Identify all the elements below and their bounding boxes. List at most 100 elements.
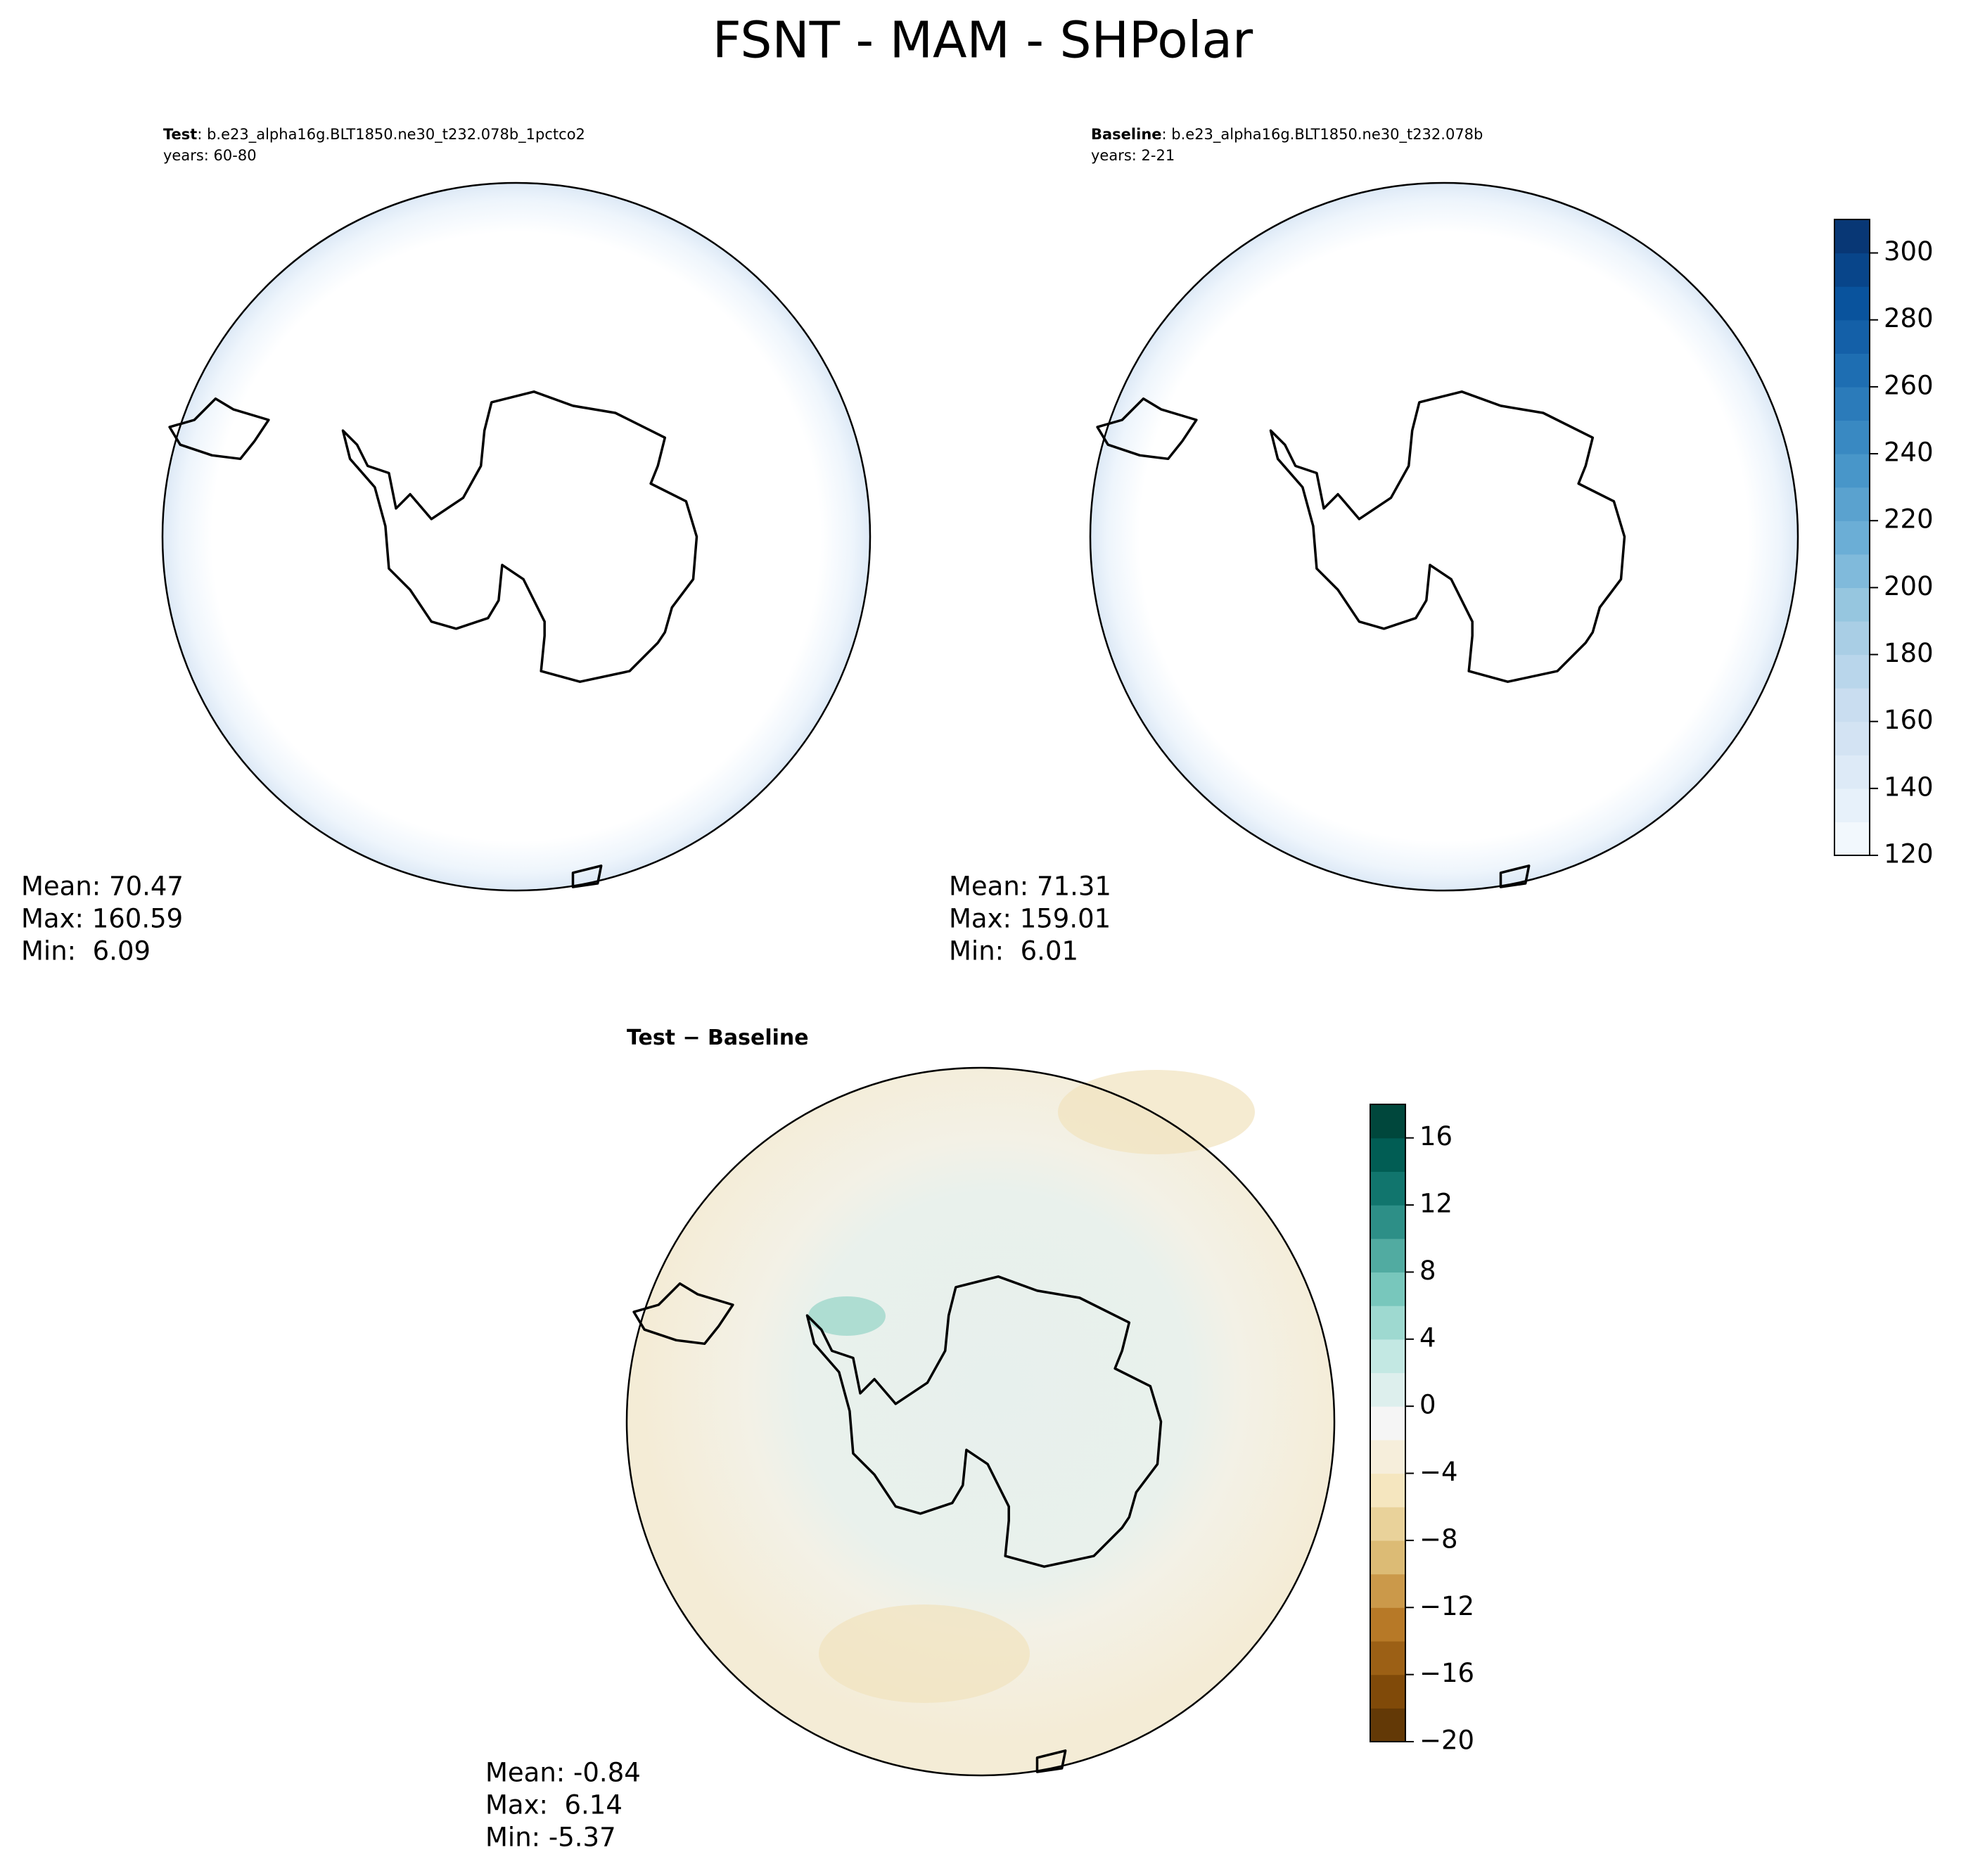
map-field bbox=[1090, 183, 1798, 891]
panel-stat: Max: 159.01 bbox=[949, 904, 1111, 934]
colorbar-band bbox=[1834, 620, 1870, 656]
colorbar-band bbox=[1834, 487, 1870, 521]
colorbar-band bbox=[1370, 1137, 1405, 1172]
panel-title-name: Test bbox=[163, 126, 197, 143]
colorbar-band bbox=[1834, 822, 1870, 856]
anomaly-blob bbox=[1058, 1070, 1255, 1154]
colorbar-band bbox=[1834, 386, 1870, 421]
colorbar-frame bbox=[1834, 219, 1870, 856]
colorbar-band bbox=[1370, 1272, 1405, 1306]
colorbar-tick-label: 180 bbox=[1884, 638, 1934, 668]
panel-title-case: : b.e23_alpha16g.BLT1850.ne30_t232.078b_… bbox=[197, 126, 585, 143]
panel-stat: Mean: 71.31 bbox=[949, 872, 1111, 902]
colorbar-band bbox=[1834, 654, 1870, 689]
colorbar-tick-label: −12 bbox=[1419, 1591, 1474, 1621]
coastline bbox=[571, 864, 603, 888]
colorbar-band bbox=[1834, 454, 1870, 488]
colorbar-tick-label: 160 bbox=[1884, 705, 1934, 735]
colorbar-tick-label: 300 bbox=[1884, 236, 1934, 267]
panel-title: Test: b.e23_alpha16g.BLT1850.ne30_t232.0… bbox=[163, 126, 585, 143]
colorbar-tick-label: 280 bbox=[1884, 303, 1934, 333]
panel-title-case: : b.e23_alpha16g.BLT1850.ne30_t232.078b bbox=[1162, 126, 1483, 143]
colorbar-band bbox=[1370, 1439, 1405, 1474]
colorbar-band bbox=[1834, 721, 1870, 755]
colorbar-band bbox=[1370, 1640, 1405, 1676]
map-panel: Test: b.e23_alpha16g.BLT1850.ne30_t232.0… bbox=[21, 126, 872, 966]
colorbar-band bbox=[1370, 1607, 1405, 1642]
panel-title-name: Baseline bbox=[1091, 126, 1162, 143]
colorbar-tick-label: 16 bbox=[1419, 1121, 1453, 1151]
panel-stat: Max: 6.14 bbox=[485, 1790, 623, 1820]
map-field bbox=[627, 1068, 1334, 1775]
coastline bbox=[632, 1282, 734, 1346]
colorbar-band bbox=[1370, 1674, 1405, 1709]
panel-stat: Min: -5.37 bbox=[485, 1823, 616, 1853]
colorbar-band bbox=[1370, 1406, 1405, 1441]
colorbar-band bbox=[1834, 319, 1870, 354]
map-boundary bbox=[625, 1066, 1336, 1777]
colorbar-tick-label: 8 bbox=[1419, 1256, 1436, 1286]
colorbar-band bbox=[1370, 1507, 1405, 1541]
colorbar-band bbox=[1834, 521, 1870, 555]
colorbar-band bbox=[1834, 688, 1870, 722]
colorbar-tick-label: 140 bbox=[1884, 772, 1934, 802]
colorbar-band bbox=[1834, 219, 1870, 254]
map-boundary bbox=[1089, 181, 1799, 892]
panel-stat: Mean: 70.47 bbox=[21, 872, 184, 902]
colorbar-band bbox=[1370, 1238, 1405, 1273]
coastline bbox=[805, 1275, 1163, 1568]
colorbar-tick-label: 220 bbox=[1884, 504, 1934, 535]
colorbar-band bbox=[1834, 353, 1870, 388]
colorbar-tick-label: 260 bbox=[1884, 370, 1934, 400]
colorbar-tick-label: 0 bbox=[1419, 1390, 1436, 1420]
anomaly-blob bbox=[808, 1296, 886, 1336]
colorbar-band bbox=[1370, 1104, 1405, 1139]
panel-title: Test − Baseline bbox=[627, 1026, 809, 1050]
colorbar-band bbox=[1834, 420, 1870, 454]
coastline bbox=[1499, 864, 1531, 888]
panel-years: years: 60-80 bbox=[163, 147, 257, 164]
coastline bbox=[1269, 390, 1626, 683]
panel-stat: Mean: -0.84 bbox=[485, 1758, 641, 1788]
colorbar-band bbox=[1834, 253, 1870, 287]
colorbar-tick-label: 200 bbox=[1884, 571, 1934, 601]
colorbar-tick-label: −16 bbox=[1419, 1658, 1474, 1688]
colorbar-tick-label: −20 bbox=[1419, 1725, 1474, 1756]
colorbar-band bbox=[1370, 1339, 1405, 1374]
panel-title: Baseline: b.e23_alpha16g.BLT1850.ne30_t2… bbox=[1091, 126, 1483, 143]
coastline bbox=[1035, 1749, 1067, 1773]
colorbar-band bbox=[1370, 1205, 1405, 1239]
colorbar-band bbox=[1834, 286, 1870, 321]
colorbar-band bbox=[1834, 554, 1870, 588]
coastline bbox=[1096, 397, 1198, 461]
colorbar-band bbox=[1834, 587, 1870, 622]
colorbar-band bbox=[1370, 1708, 1405, 1742]
panel-stat: Min: 6.01 bbox=[949, 936, 1078, 966]
panel-stat: Max: 160.59 bbox=[21, 904, 183, 934]
colorbar-tick-label: 120 bbox=[1884, 839, 1934, 869]
colorbar-band bbox=[1370, 1574, 1405, 1608]
panel-stat: Min: 6.09 bbox=[21, 936, 151, 966]
coastline bbox=[168, 397, 270, 461]
colorbar-tick-label: −4 bbox=[1419, 1457, 1458, 1487]
colorbar-band bbox=[1370, 1540, 1405, 1575]
coastline bbox=[341, 390, 698, 683]
colorbar-tick-label: 4 bbox=[1419, 1322, 1436, 1353]
map-panel: Baseline: b.e23_alpha16g.BLT1850.ne30_t2… bbox=[949, 126, 1934, 966]
map-boundary bbox=[161, 181, 872, 892]
colorbar-frame bbox=[1370, 1104, 1406, 1742]
colorbar-band bbox=[1834, 788, 1870, 823]
colorbar-tick-label: 12 bbox=[1419, 1189, 1453, 1219]
colorbar-band bbox=[1370, 1171, 1405, 1206]
colorbar-band bbox=[1834, 755, 1870, 789]
colorbar-band bbox=[1370, 1372, 1405, 1407]
colorbar-tick-label: −8 bbox=[1419, 1524, 1458, 1554]
colorbar-band bbox=[1370, 1306, 1405, 1340]
anomaly-blob bbox=[819, 1604, 1030, 1703]
figure-title: FSNT - MAM - SHPolar bbox=[713, 11, 1253, 70]
colorbar-tick-label: 240 bbox=[1884, 438, 1934, 468]
colorbar-band bbox=[1370, 1473, 1405, 1507]
panel-years: years: 2-21 bbox=[1091, 147, 1175, 164]
